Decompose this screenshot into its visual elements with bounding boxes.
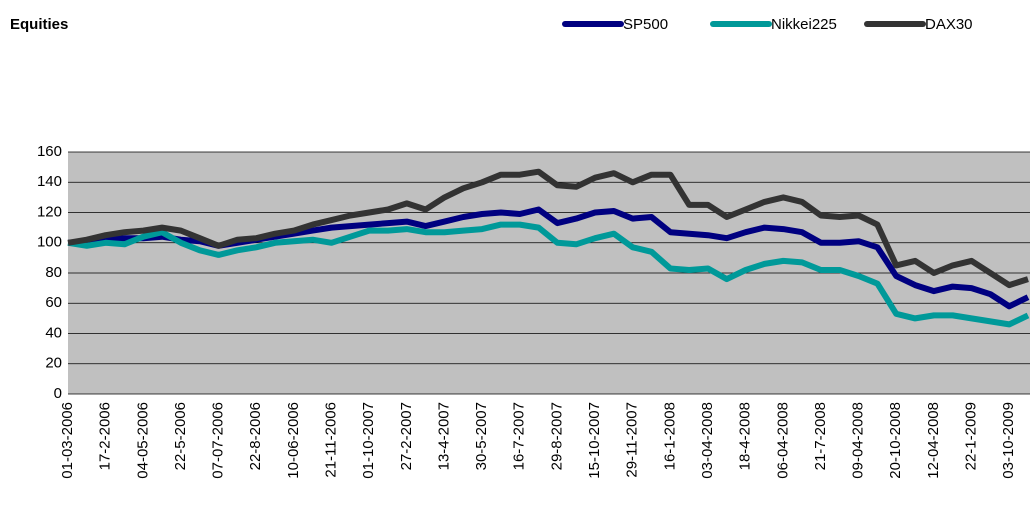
y-tick-label: 80 <box>45 264 62 281</box>
y-tick-label: 120 <box>37 203 62 220</box>
x-tick-label: 18-4-2008 <box>737 402 754 470</box>
x-tick-label: 21-11-2006 <box>322 402 339 478</box>
y-tick-label: 60 <box>45 294 62 311</box>
legend-label: SP500 <box>623 16 668 33</box>
x-tick-label: 22-8-2006 <box>247 402 264 470</box>
x-tick-label: 29-8-2007 <box>548 402 565 470</box>
x-tick-label: 04-05-2006 <box>134 402 151 479</box>
y-tick-label: 0 <box>54 385 62 402</box>
chart-title: Equities <box>10 16 68 33</box>
y-tick-label: 100 <box>37 234 62 251</box>
y-tick-label: 40 <box>45 324 62 341</box>
x-tick-label: 15-10-2007 <box>586 402 603 479</box>
y-tick-label: 20 <box>45 355 62 372</box>
x-tick-label: 22-1-2009 <box>962 402 979 470</box>
x-tick-label: 20-10-2008 <box>887 402 904 479</box>
x-tick-label: 21-7-2008 <box>812 402 829 470</box>
x-tick-label: 10-06-2006 <box>285 402 302 479</box>
x-tick-label: 17-2-2006 <box>97 402 114 470</box>
y-tick-label: 140 <box>37 173 62 190</box>
x-tick-label: 07-07-2006 <box>210 402 227 479</box>
series-line <box>67 221 1030 328</box>
x-tick-label: 03-10-2009 <box>1000 402 1017 479</box>
y-tick-label: 160 <box>37 143 62 160</box>
x-tick-label: 03-04-2008 <box>699 402 716 479</box>
x-tick-label: 29-11-2007 <box>624 402 641 478</box>
x-tick-label: 13-4-2007 <box>435 402 452 470</box>
legend-label: DAX30 <box>925 16 973 33</box>
x-tick-label: 27-2-2007 <box>398 402 415 470</box>
x-tick-label: 12-04-2008 <box>925 402 942 479</box>
x-tick-label: 01-10-2007 <box>360 402 377 479</box>
x-tick-label: 30-5-2007 <box>473 402 490 470</box>
x-tick-label: 22-5-2006 <box>172 402 189 470</box>
x-tick-label: 16-1-2008 <box>661 402 678 470</box>
series-line <box>67 168 1029 289</box>
x-tick-label: 09-04-2008 <box>850 402 867 479</box>
legend-label: Nikkei225 <box>771 16 837 33</box>
x-tick-label: 06-04-2008 <box>774 402 791 479</box>
x-tick-label: 16-7-2007 <box>511 402 528 470</box>
x-tick-label: 01-03-2006 <box>59 402 76 479</box>
